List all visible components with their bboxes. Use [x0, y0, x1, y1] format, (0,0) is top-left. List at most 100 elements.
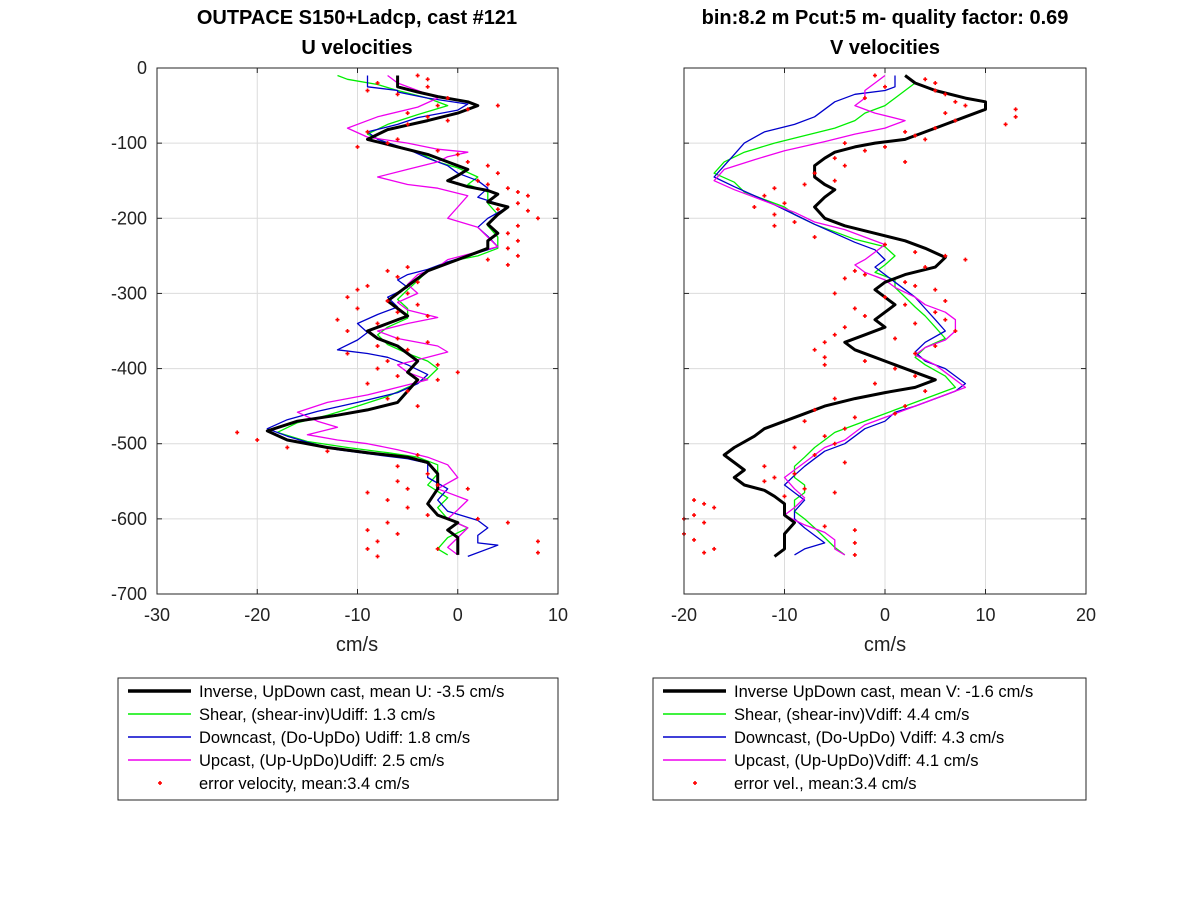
v-error-velocity-point: [923, 77, 928, 82]
u-error-velocity-point: [405, 389, 410, 394]
v-error-velocity-point: [933, 310, 938, 315]
u-legend-box: [117, 677, 559, 801]
u-error-velocity-point: [375, 539, 380, 544]
v-error-velocity-point: [943, 92, 948, 97]
v-chart-subtitle: V velocities: [830, 37, 940, 59]
v-legend-label: error vel., mean:3.4 cm/s: [734, 775, 916, 793]
v-error-velocity-point: [883, 84, 887, 89]
u-error-velocity-point: [385, 141, 390, 146]
u-legend-label: error velocity, mean:3.4 cm/s: [199, 775, 410, 793]
u-error-velocity-point: [495, 171, 500, 176]
u-error-velocity-point: [465, 486, 470, 491]
u-legend-item: Shear, (shear-inv)Udiff: 1.3 cm/s: [128, 706, 435, 724]
u-error-velocity-point: [535, 550, 540, 555]
v-error-velocity-point: [913, 374, 918, 379]
u-error-velocity-point: [435, 103, 440, 108]
v-error-velocity-point: [832, 291, 837, 296]
u-error-velocity-point: [325, 449, 330, 454]
v-error-velocity-point: [852, 528, 857, 533]
v-error-velocity-point: [702, 501, 707, 506]
v-error-velocity-point: [883, 242, 887, 247]
v-legend-box: [652, 677, 1087, 801]
u-error-velocity-point: [405, 291, 410, 296]
v-error-velocity-point: [792, 471, 797, 476]
v-error-velocity-point: [933, 88, 938, 93]
v-x-tick-label: 0: [880, 605, 890, 625]
u-series-line-3: [296, 74, 499, 556]
v-legend-label: Shear, (shear-inv)Vdiff: 4.4 cm/s: [734, 706, 969, 724]
u-error-velocity-point: [445, 96, 450, 101]
u-error-velocity-point: [495, 207, 500, 212]
u-error-velocity-point: [385, 268, 390, 273]
v-error-velocity-point: [913, 133, 918, 138]
u-error-velocity-point: [485, 257, 490, 262]
v-series-group: [682, 73, 1018, 558]
v-error-velocity-point: [893, 336, 898, 341]
u-y-tick-label: -700: [111, 584, 147, 604]
v-error-velocity-point: [762, 464, 767, 469]
v-error-velocity-point: [963, 103, 968, 108]
u-error-velocity-point: [505, 186, 510, 191]
v-error-velocity-point: [852, 552, 857, 557]
v-legend-item: Upcast, (Up-UpDo)Vdiff: 4.1 cm/s: [663, 752, 979, 770]
v-error-velocity-point: [862, 313, 867, 318]
v-error-velocity-point: [953, 329, 958, 333]
u-error-velocity-point: [505, 246, 510, 251]
v-legend-label: Inverse UpDown cast, mean V: -1.6 cm/s: [734, 683, 1033, 701]
u-error-velocity-point: [385, 396, 390, 401]
u-error-velocity-point: [495, 103, 500, 108]
v-error-velocity-point: [933, 344, 938, 349]
v-error-velocity-point: [953, 118, 958, 123]
v-error-velocity-point: [913, 321, 918, 326]
v-error-velocity-point: [933, 81, 938, 86]
v-error-velocity-point: [802, 486, 807, 491]
v-error-velocity-point: [913, 351, 918, 356]
v-x-tick-label: -20: [671, 605, 697, 625]
v-error-velocity-point: [923, 265, 928, 270]
u-error-velocity-point: [385, 520, 390, 525]
v-error-velocity-point: [832, 178, 837, 183]
v-legend: Inverse UpDown cast, mean V: -1.6 cm/s Sh…: [652, 677, 1087, 801]
u-error-velocity-point: [425, 471, 430, 476]
u-error-velocity-point: [355, 144, 360, 149]
u-series-group: [235, 73, 540, 559]
v-velocity-panel: bin:8.2 m Pcut:5 m- quality factor: 0.69…: [671, 7, 1096, 656]
u-y-tick-label: -300: [111, 283, 147, 303]
v-error-velocity-point: [812, 407, 817, 412]
v-error-velocity-point: [913, 283, 918, 288]
u-error-velocity-point: [365, 88, 370, 93]
u-error-velocity-point: [505, 231, 510, 236]
u-error-velocity-point: [425, 513, 430, 518]
u-error-velocity-point: [425, 77, 430, 82]
u-legend-label: Upcast, (Up-UpDo)Udiff: 2.5 cm/s: [199, 752, 444, 770]
v-error-velocity-point: [812, 235, 817, 240]
u-error-velocity-point: [435, 377, 440, 382]
u-axis-ticks: -30 -20 -10 0 100-100-200-300-400-500-600-70…: [111, 58, 568, 625]
v-error-velocity-point: [692, 513, 697, 518]
u-error-velocity-point: [365, 129, 370, 134]
v-legend-item: error vel., mean:3.4 cm/s: [693, 775, 916, 793]
v-error-velocity-point: [792, 220, 797, 225]
v-series-line-1: [713, 74, 957, 556]
u-error-velocity-point: [415, 452, 420, 457]
v-axis-ticks: -20 -10 0 10 20: [671, 67, 1096, 625]
v-error-velocity-point: [772, 212, 777, 217]
u-error-velocity-point: [435, 483, 440, 488]
v-error-velocity-point: [802, 419, 807, 424]
v-error-velocity-point: [943, 253, 948, 258]
u-error-velocity-point: [395, 274, 400, 279]
u-x-tick-label: 10: [548, 605, 568, 625]
u-error-velocity-point: [365, 546, 370, 551]
u-error-velocity-point: [335, 317, 340, 322]
u-legend-label: Inverse, UpDown cast, mean U: -3.5 cm/s: [199, 683, 504, 701]
u-error-velocity-point: [365, 490, 370, 495]
v-legend-item: Inverse UpDown cast, mean V: -1.6 cm/s: [663, 683, 1033, 701]
v-error-velocity-point: [903, 280, 908, 285]
u-error-velocity-point: [535, 539, 540, 544]
v-error-velocity-point: [943, 298, 948, 303]
u-error-velocity-point: [395, 92, 400, 97]
v-error-velocity-point: [1013, 114, 1018, 119]
v-grid: [684, 68, 1086, 594]
v-error-velocity-point: [712, 505, 717, 510]
